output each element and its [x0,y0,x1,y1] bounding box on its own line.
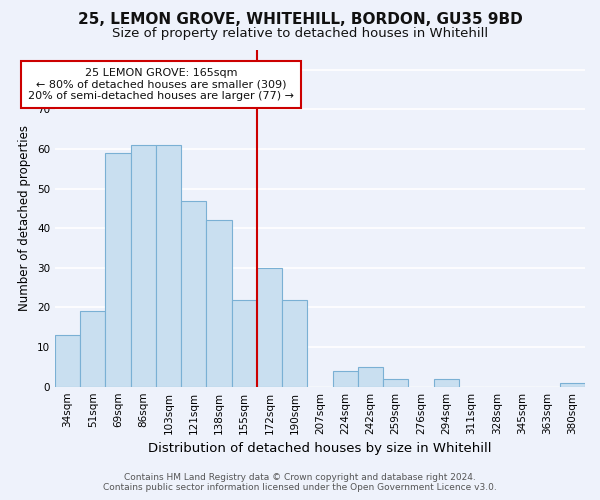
Bar [560,382,585,386]
Bar [358,367,383,386]
Bar [282,300,307,386]
Text: Size of property relative to detached houses in Whitehill: Size of property relative to detached ho… [112,28,488,40]
Bar [181,200,206,386]
Text: 25 LEMON GROVE: 165sqm
← 80% of detached houses are smaller (309)
20% of semi-de: 25 LEMON GROVE: 165sqm ← 80% of detached… [28,68,294,101]
Bar [156,145,181,386]
Bar [332,371,358,386]
Bar [257,268,282,386]
Bar [434,379,459,386]
Bar [55,335,80,386]
Bar [206,220,232,386]
Text: 25, LEMON GROVE, WHITEHILL, BORDON, GU35 9BD: 25, LEMON GROVE, WHITEHILL, BORDON, GU35… [77,12,523,28]
Y-axis label: Number of detached properties: Number of detached properties [19,126,31,312]
Bar [106,153,131,386]
Bar [131,145,156,386]
X-axis label: Distribution of detached houses by size in Whitehill: Distribution of detached houses by size … [148,442,492,455]
Bar [383,379,409,386]
Text: Contains HM Land Registry data © Crown copyright and database right 2024.
Contai: Contains HM Land Registry data © Crown c… [103,473,497,492]
Bar [80,312,106,386]
Bar [232,300,257,386]
